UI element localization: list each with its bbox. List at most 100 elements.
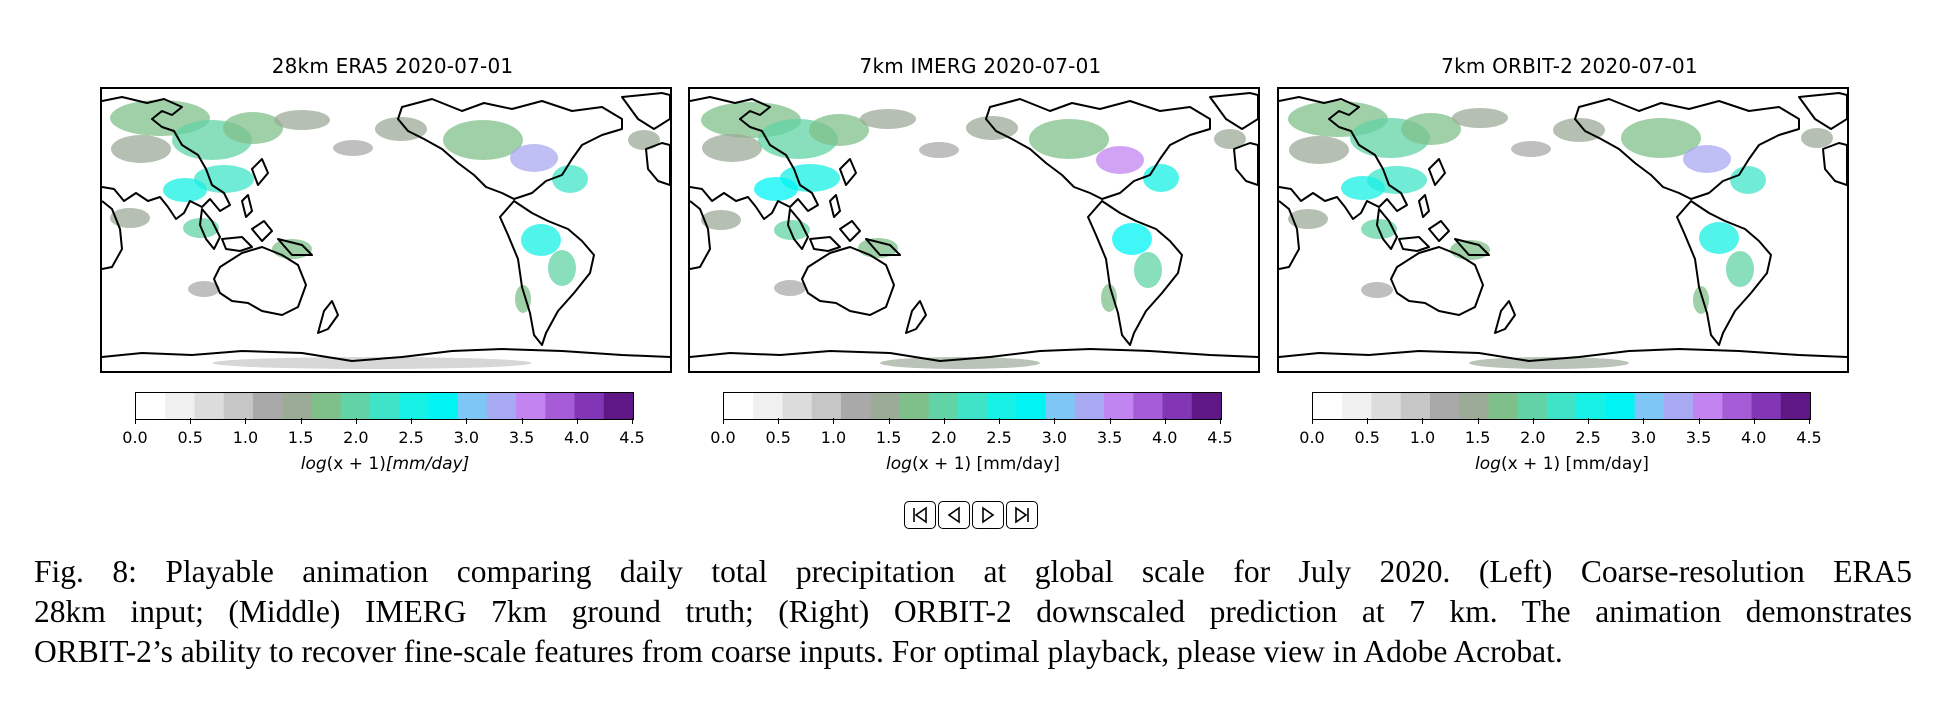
tick-mark bbox=[245, 418, 247, 424]
coastline bbox=[102, 96, 231, 220]
panel-title: 7km IMERG 2020-07-01 bbox=[859, 54, 1102, 78]
tick-mark bbox=[300, 418, 302, 424]
colorbar bbox=[135, 392, 634, 420]
precipitation-region bbox=[1801, 128, 1833, 148]
coastline bbox=[829, 194, 841, 218]
precipitation-region bbox=[1134, 252, 1162, 288]
coastline bbox=[1418, 194, 1430, 218]
tick-label: 2.0 bbox=[931, 428, 957, 447]
colorbar bbox=[723, 392, 1222, 420]
tick-label: 2.5 bbox=[398, 428, 424, 447]
precipitation-region bbox=[333, 140, 373, 156]
tick-label: 3.5 bbox=[508, 428, 535, 447]
precipitation-region bbox=[548, 250, 576, 286]
play-button[interactable] bbox=[972, 501, 1004, 529]
precipitation-region bbox=[552, 165, 588, 193]
colorbar-segment bbox=[1162, 393, 1193, 419]
tick-label: 1.0 bbox=[820, 428, 847, 447]
coastline bbox=[1087, 200, 1183, 346]
coastline bbox=[1390, 246, 1484, 316]
colorbar-segment bbox=[987, 393, 1017, 419]
precipitation-region bbox=[809, 114, 869, 146]
tick-mark bbox=[1054, 418, 1056, 424]
colorbar-segment bbox=[1546, 393, 1577, 419]
coastline bbox=[1279, 348, 1847, 362]
figure-caption: Fig. 8: Playable animation comparing dai… bbox=[34, 552, 1912, 672]
colorbar-segment bbox=[840, 393, 871, 419]
previous-frame-button[interactable] bbox=[938, 501, 970, 529]
skip-to-start-icon bbox=[913, 506, 927, 524]
coastline bbox=[1428, 158, 1446, 186]
colorbar-segment bbox=[1429, 393, 1460, 419]
coastline bbox=[102, 348, 670, 362]
colorbar-segment bbox=[782, 393, 813, 419]
tick-label: 1.5 bbox=[875, 428, 902, 447]
coastline bbox=[621, 92, 670, 130]
coastline bbox=[985, 98, 1211, 200]
colorbar-segment bbox=[1313, 393, 1343, 419]
tick-mark bbox=[1698, 418, 1700, 424]
colorbar-segment bbox=[899, 393, 930, 419]
coastline bbox=[221, 236, 253, 252]
tick-mark bbox=[1532, 418, 1534, 424]
tick-mark bbox=[1367, 418, 1369, 424]
colorbar-segment bbox=[399, 393, 429, 419]
tick-mark bbox=[723, 418, 724, 424]
precipitation-region bbox=[1726, 251, 1754, 287]
precipitation-region bbox=[163, 178, 207, 202]
coastline bbox=[865, 238, 901, 256]
coastline bbox=[1494, 300, 1516, 334]
tick-mark bbox=[1753, 418, 1755, 424]
colorbar-ticks: 0.0 0.5 1.0 1.5 2.0 2.5 3.0 3.5 4.0 4.5 bbox=[710, 418, 1233, 448]
first-frame-button[interactable] bbox=[904, 501, 936, 529]
tick-mark bbox=[135, 418, 136, 424]
animation-controls bbox=[904, 501, 1038, 531]
coastline bbox=[787, 208, 809, 250]
tick-label: 1.0 bbox=[232, 428, 259, 447]
colorbar-segment bbox=[486, 393, 517, 419]
tick-label: 2.5 bbox=[1575, 428, 1601, 447]
tick-mark bbox=[355, 418, 357, 424]
colorbar-segment bbox=[603, 393, 633, 419]
colorbar-segment bbox=[369, 393, 400, 419]
colorbar-segment bbox=[1780, 393, 1810, 419]
tick-mark bbox=[833, 418, 835, 424]
tick-mark bbox=[411, 418, 413, 424]
tick-label: 1.0 bbox=[1409, 428, 1436, 447]
tick-label: 4.5 bbox=[619, 428, 645, 447]
coastline bbox=[1428, 220, 1450, 242]
precipitation-region bbox=[1029, 119, 1109, 159]
tick-mark bbox=[1109, 418, 1111, 424]
colorbar-segment bbox=[1371, 393, 1402, 419]
coastline bbox=[1822, 142, 1847, 186]
colorbar-ticks: 0.0 0.5 1.0 1.5 2.0 2.5 3.0 3.5 4.0 4.5 bbox=[122, 418, 645, 448]
precipitation-region bbox=[1469, 357, 1629, 369]
coastline bbox=[905, 300, 927, 334]
coastline bbox=[241, 194, 253, 218]
coastline bbox=[645, 142, 670, 186]
precipitation-region bbox=[1730, 166, 1766, 194]
tick-label: 3.5 bbox=[1685, 428, 1712, 447]
colorbar-segment bbox=[1605, 393, 1636, 419]
precipitation-region bbox=[510, 144, 558, 172]
last-frame-button[interactable] bbox=[1006, 501, 1038, 529]
panel-title: 7km ORBIT-2 2020-07-01 bbox=[1441, 54, 1698, 78]
colorbar-segment bbox=[223, 393, 254, 419]
coastline bbox=[102, 200, 123, 270]
tick-label: 4.5 bbox=[1207, 428, 1233, 447]
colorbar-segment bbox=[1133, 393, 1164, 419]
tick-mark bbox=[888, 418, 890, 424]
coastline bbox=[213, 246, 307, 316]
tick-label: 0.5 bbox=[1354, 428, 1380, 447]
coastline bbox=[277, 238, 313, 256]
tick-label: 3.0 bbox=[453, 428, 480, 447]
colorbar-segment bbox=[1722, 393, 1753, 419]
precipitation-region bbox=[701, 210, 741, 230]
tick-label: 1.5 bbox=[287, 428, 314, 447]
coastline bbox=[839, 158, 857, 186]
precipitation-region bbox=[860, 109, 916, 129]
colorbar bbox=[1312, 392, 1811, 420]
precipitation-region bbox=[1452, 108, 1508, 128]
colorbar-segment bbox=[1634, 393, 1665, 419]
coastline bbox=[1233, 142, 1258, 186]
